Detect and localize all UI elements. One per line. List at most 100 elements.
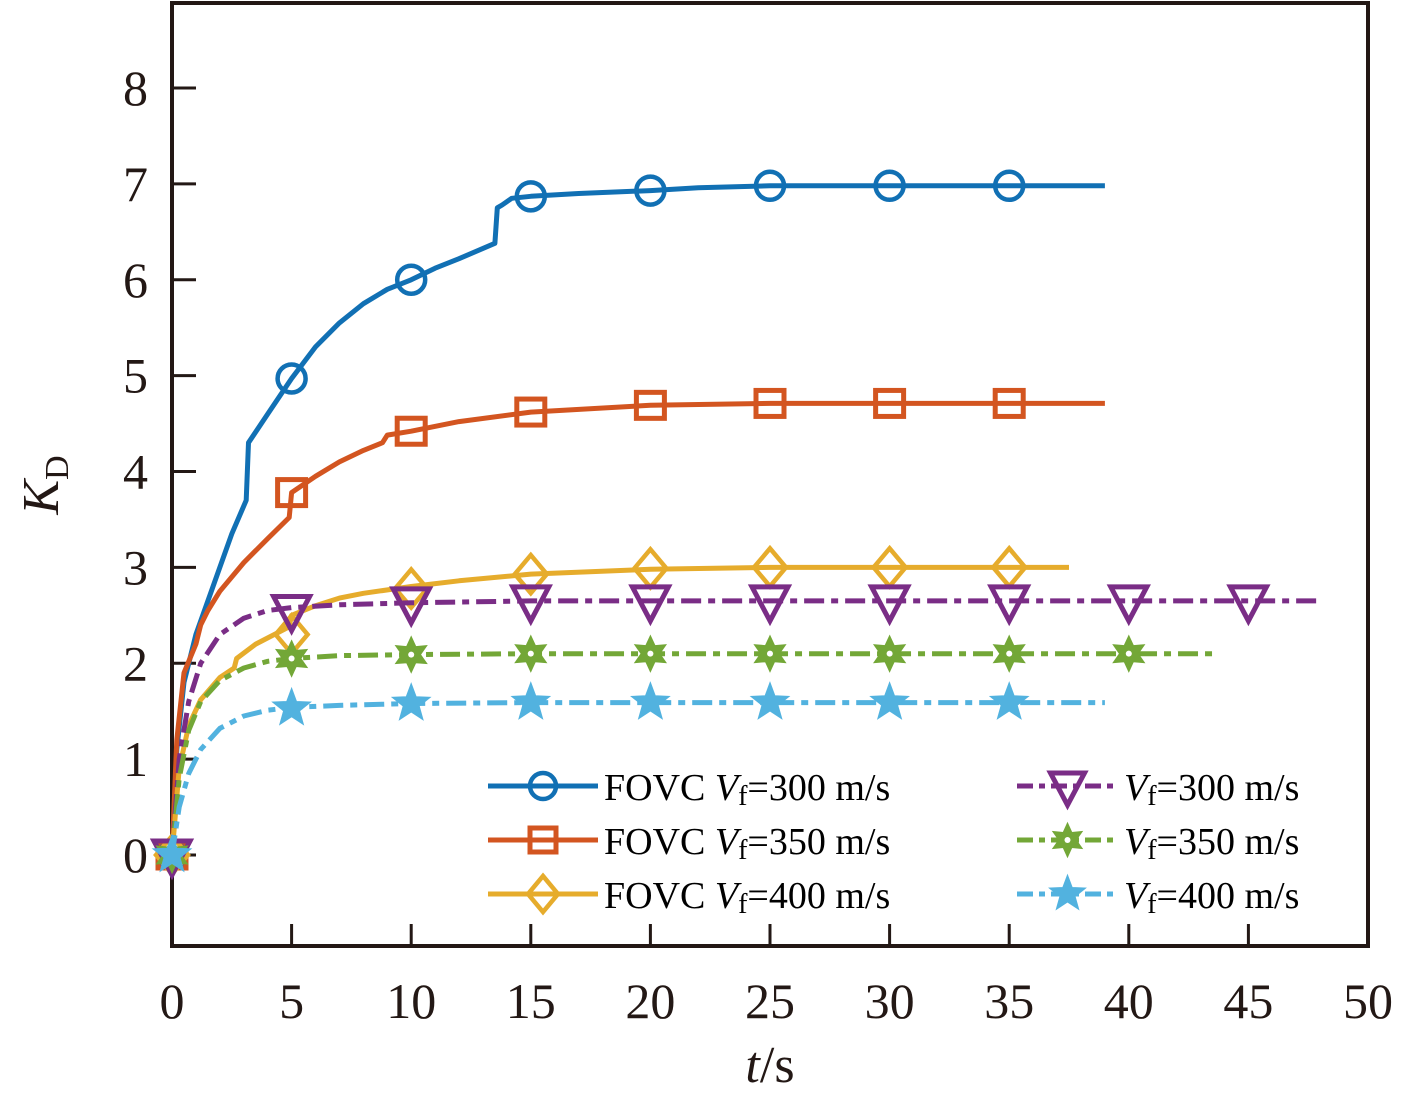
x-tick-label: 40 (1104, 973, 1154, 1029)
y-tick-label: 1 (123, 731, 148, 787)
series-line (169, 183, 1105, 856)
legend-value: =300 m/s (1157, 767, 1300, 809)
diamond-marker (525, 872, 561, 916)
legend-var: V (715, 767, 742, 809)
legend-item-4: Vf=300 m/s (1017, 767, 1299, 812)
triangle-down-marker (389, 586, 434, 629)
legend-sub: f (1147, 835, 1157, 866)
legend-var: V (715, 875, 742, 917)
circle-marker (753, 169, 787, 203)
circle-marker (634, 174, 667, 207)
x-tick-label: 15 (506, 973, 556, 1029)
legend-var: V (715, 821, 742, 863)
legend-value: =400 m/s (1157, 875, 1300, 917)
series-line (169, 598, 1321, 856)
hexagram-marker-center (408, 651, 415, 658)
hexagram-marker-center (1125, 650, 1132, 657)
y-tick-label: 6 (123, 252, 148, 308)
legend-value: =350 m/s (747, 821, 890, 863)
y-tick-label: 2 (123, 635, 148, 691)
circle-marker (275, 362, 308, 395)
legend-sub: f (738, 781, 748, 812)
y-tick-label: 3 (123, 539, 148, 595)
legend-var: V (1124, 767, 1151, 809)
star-marker (510, 681, 552, 720)
legend-sub: f (738, 889, 748, 920)
x-axis-title: t/s (745, 1037, 794, 1094)
legend-prefix: FOVC (604, 767, 715, 809)
y-tick-label: 8 (123, 60, 148, 116)
x-axis-title-unit: /s (760, 1037, 795, 1094)
y-tick-label: 5 (123, 348, 148, 404)
series-1 (155, 169, 1105, 872)
square-marker (275, 477, 309, 509)
y-axis-title-main: K (13, 478, 70, 516)
legend-item-5: Vf=350 m/s (1017, 821, 1299, 866)
series-line (169, 564, 1069, 856)
series-4 (149, 584, 1321, 881)
x-axis-ticks: 0 5 10 15 20 25 30 35 40 45 50 (160, 924, 1393, 1029)
legend-label: Vf=300 m/s (1124, 767, 1299, 812)
legend-item-1: FOVC Vf=300 m/s (488, 767, 890, 812)
hexagram-marker-center (527, 650, 534, 657)
star-marker (271, 686, 312, 726)
legend-sub: f (1147, 781, 1157, 812)
star-marker (390, 682, 432, 721)
square-marker (873, 387, 907, 419)
circle-marker (873, 169, 906, 203)
star-marker (151, 833, 193, 873)
hexagram-marker-center (886, 650, 893, 657)
legend-prefix: FOVC (604, 875, 715, 917)
square-marker (527, 825, 559, 855)
x-tick-label: 20 (625, 973, 675, 1029)
series-line (169, 400, 1105, 856)
y-tick-label: 0 (123, 827, 148, 883)
hexagram-marker-center (1006, 650, 1013, 657)
triangle-down-marker (269, 594, 314, 636)
triangle-down-marker (628, 584, 673, 627)
circle-marker (394, 263, 428, 296)
y-tick-label: 4 (123, 444, 148, 500)
triangle-down-marker (867, 584, 912, 627)
x-tick-label: 50 (1343, 973, 1393, 1029)
series-6 (151, 681, 1105, 873)
legend-label: FOVC Vf=350 m/s (604, 821, 890, 866)
triangle-down-marker (1106, 584, 1151, 627)
square-marker (633, 389, 667, 421)
legend-label: FOVC Vf=400 m/s (604, 875, 890, 920)
legend-sub: f (1147, 889, 1157, 920)
x-tick-label: 35 (984, 973, 1034, 1029)
triangle-down-marker (1226, 584, 1271, 627)
series-layer (149, 169, 1321, 881)
x-tick-label: 30 (865, 973, 915, 1029)
diamond-marker (511, 551, 550, 597)
legend-sub: f (738, 835, 748, 866)
x-tick-label: 45 (1223, 973, 1273, 1029)
x-tick-label: 10 (386, 973, 436, 1029)
legend-label: Vf=350 m/s (1124, 821, 1299, 866)
hexagram-marker-center (1064, 837, 1071, 843)
legend-item-3: FOVC Vf=400 m/s (488, 872, 890, 920)
star-marker (988, 681, 1030, 720)
triangle-down-marker (747, 584, 793, 627)
legend-label: Vf=400 m/s (1124, 875, 1299, 920)
triangle-down-marker (987, 584, 1032, 627)
x-tick-label: 0 (160, 973, 185, 1029)
legend-item-2: FOVC Vf=350 m/s (488, 821, 890, 866)
square-marker (514, 396, 548, 428)
hexagram-marker-center (288, 655, 295, 662)
legend-item-6: Vf=400 m/s (1017, 873, 1299, 920)
circle-marker (514, 180, 548, 213)
star-marker (749, 681, 791, 720)
square-marker (992, 387, 1026, 419)
hexagram-marker-center (647, 650, 654, 657)
legend-var: V (1124, 821, 1151, 863)
diamond-marker (392, 565, 431, 611)
circle-marker (992, 169, 1026, 203)
series-5 (155, 634, 1213, 875)
circle-marker (527, 770, 559, 802)
legend-label: FOVC Vf=300 m/s (604, 767, 890, 812)
y-axis-title: KD (13, 455, 76, 515)
